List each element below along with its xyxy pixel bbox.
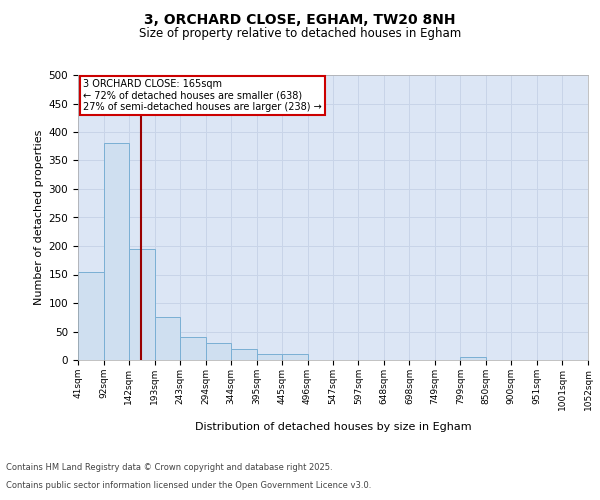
Text: 3, ORCHARD CLOSE, EGHAM, TW20 8NH: 3, ORCHARD CLOSE, EGHAM, TW20 8NH [144, 12, 456, 26]
Text: Distribution of detached houses by size in Egham: Distribution of detached houses by size … [194, 422, 472, 432]
Bar [104, 144, 130, 360]
Bar [155, 318, 181, 360]
Bar [460, 357, 486, 360]
Bar [257, 354, 283, 360]
Bar [206, 343, 232, 360]
Text: Size of property relative to detached houses in Egham: Size of property relative to detached ho… [139, 28, 461, 40]
Y-axis label: Number of detached properties: Number of detached properties [34, 130, 44, 305]
Bar [129, 249, 155, 360]
Text: Contains HM Land Registry data © Crown copyright and database right 2025.: Contains HM Land Registry data © Crown c… [6, 464, 332, 472]
Bar [231, 348, 257, 360]
Text: Contains public sector information licensed under the Open Government Licence v3: Contains public sector information licen… [6, 481, 371, 490]
Text: 3 ORCHARD CLOSE: 165sqm
← 72% of detached houses are smaller (638)
27% of semi-d: 3 ORCHARD CLOSE: 165sqm ← 72% of detache… [83, 80, 322, 112]
Bar [78, 272, 104, 360]
Bar [180, 337, 206, 360]
Bar [282, 354, 308, 360]
